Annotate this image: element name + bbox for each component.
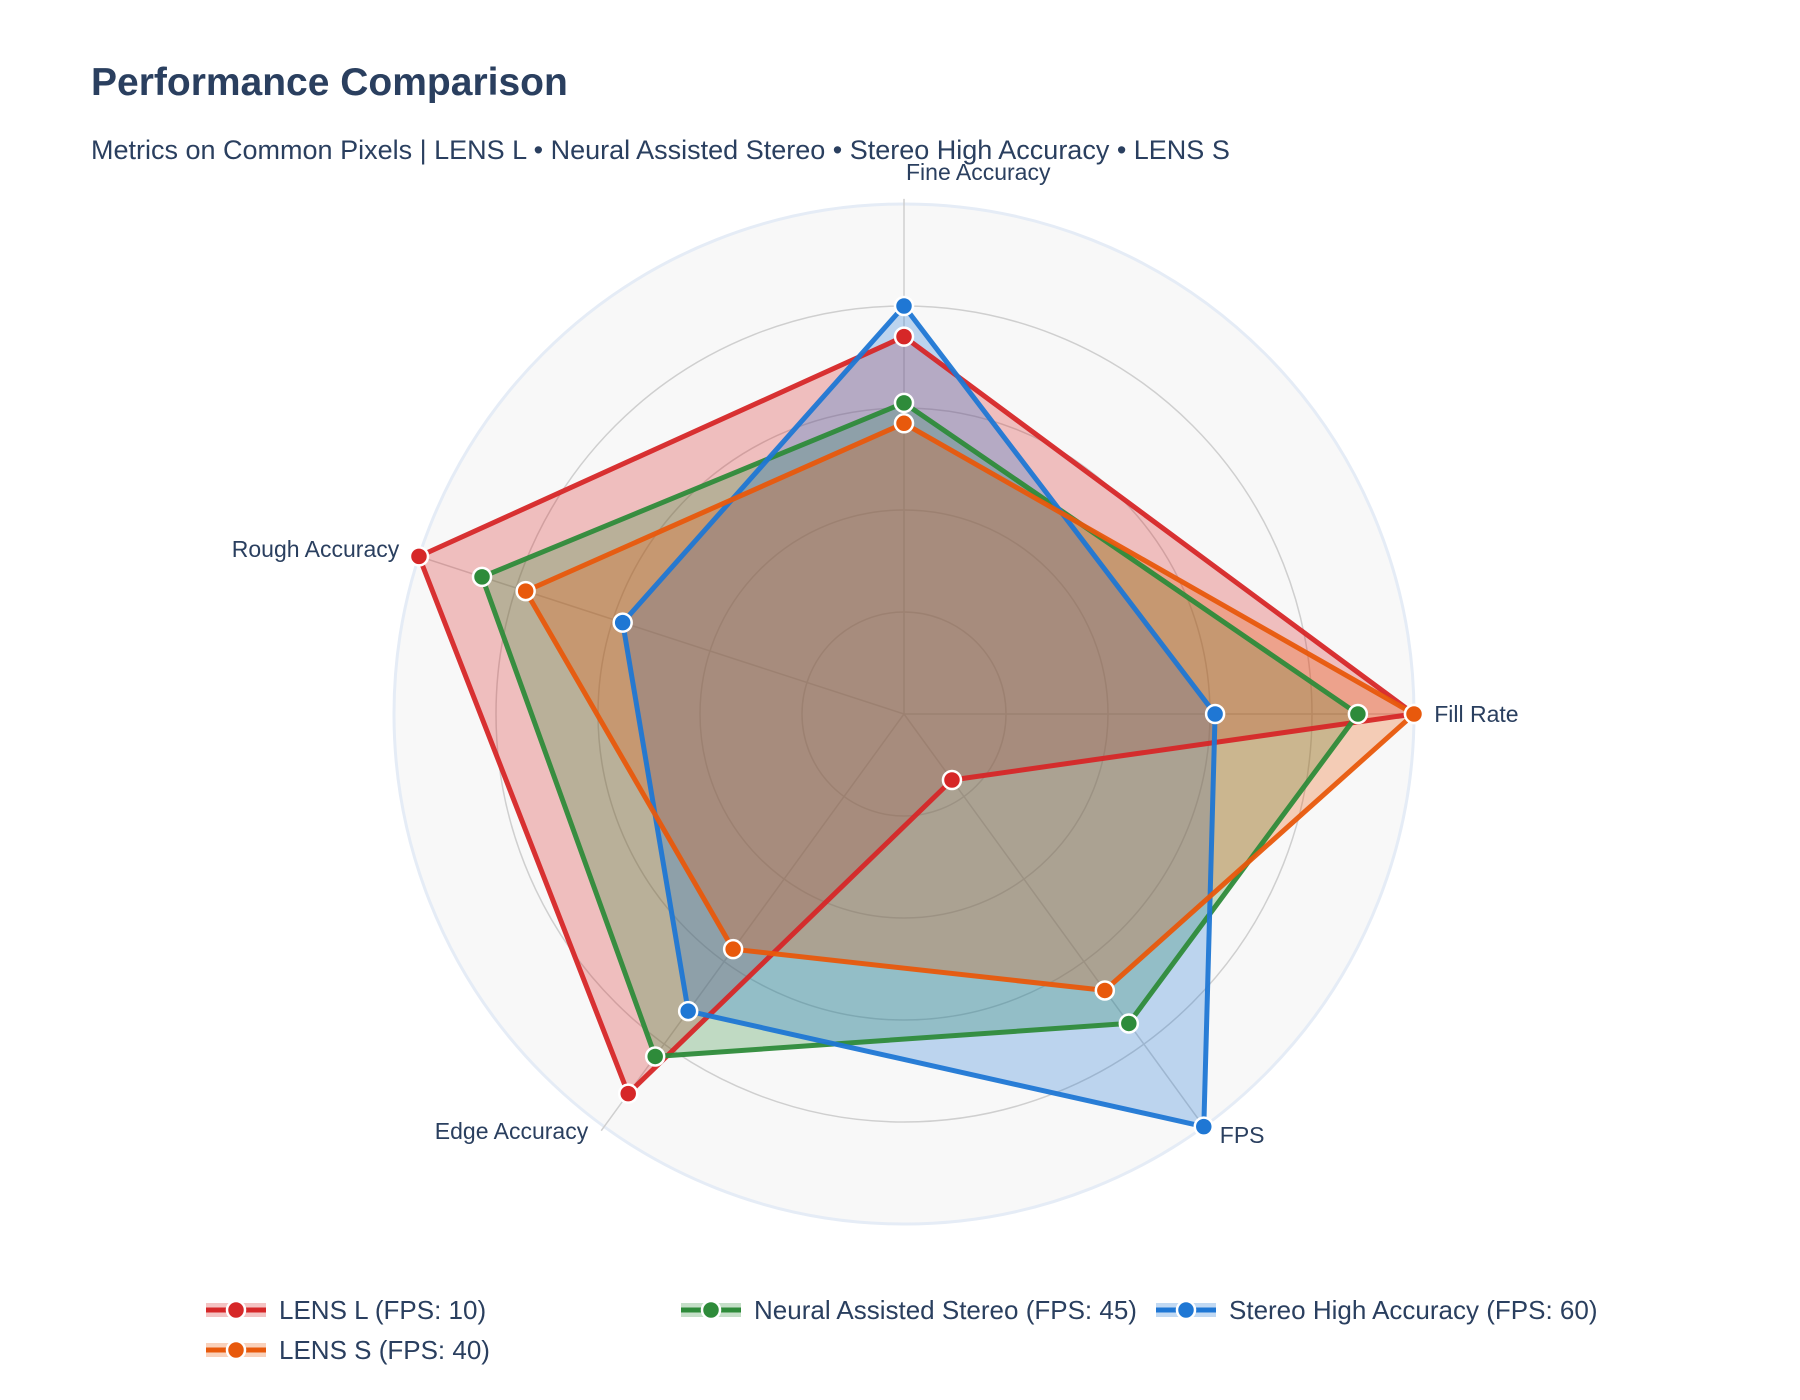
data-point-neural-assisted-stereo-fps[interactable] <box>1118 1013 1140 1034</box>
chart-subtitle: Metrics on Common Pixels | LENS L • Neur… <box>91 135 1230 165</box>
legend-label-stereo-high-accuracy: Stereo High Accuracy (FPS: 60) <box>1229 1294 1598 1325</box>
series-line-neural-assisted-stereo <box>479 400 1361 1059</box>
axis-label-edge-accuracy: Edge Accuracy <box>435 1118 589 1144</box>
grid-spoke <box>413 554 905 715</box>
legend-swatch-lens-l <box>206 1299 266 1321</box>
data-point-neural-assisted-stereo-rough-accuracy[interactable] <box>471 566 493 588</box>
legend-label-neural-assisted-stereo: Neural Assisted Stereo (FPS: 45) <box>754 1294 1137 1325</box>
data-point-lens-s-fps[interactable] <box>1094 980 1116 1001</box>
legend-item-neural-assisted-stereo[interactable]: Neural Assisted Stereo (FPS: 45) <box>680 1294 1155 1325</box>
axis-label-fps: FPS <box>1220 1122 1265 1148</box>
axis-label-fill-rate: Fill Rate <box>1434 701 1518 727</box>
series-line-lens-l <box>416 334 1417 1097</box>
data-point-neural-assisted-stereo-edge-accuracy[interactable] <box>644 1046 666 1067</box>
legend-swatch-neural-assisted-stereo <box>681 1299 741 1321</box>
legend-swatch-lens-s <box>206 1339 266 1361</box>
series-fill-lens-s <box>525 423 1414 991</box>
data-point-neural-assisted-stereo-fill-rate[interactable] <box>1347 703 1369 725</box>
series-fill-stereo-high-accuracy <box>622 306 1216 1127</box>
data-point-lens-l-edge-accuracy[interactable] <box>617 1083 639 1104</box>
axis-label-fine-accuracy: Fine Accuracy <box>906 159 1051 185</box>
legend-item-stereo-high-accuracy[interactable]: Stereo High Accuracy (FPS: 60) <box>1155 1294 1630 1325</box>
axis-label-rough-accuracy: Rough Accuracy <box>232 536 400 562</box>
series-lines <box>416 303 1417 1130</box>
data-point-lens-l-rough-accuracy[interactable] <box>408 546 430 567</box>
axis-labels: Fill Rate Fine Accuracy Rough Accuracy Edge… <box>232 159 1519 1148</box>
legend-label-lens-s: LENS S (FPS: 40) <box>279 1334 490 1365</box>
series-points <box>408 295 1425 1137</box>
data-point-lens-l-fps[interactable] <box>941 769 963 791</box>
data-point-neural-assisted-stereo-fine-accuracy[interactable] <box>893 392 915 414</box>
data-point-stereo-high-accuracy-fill-rate[interactable] <box>1204 703 1226 725</box>
legend-item-lens-s[interactable]: LENS S (FPS: 40) <box>205 1334 680 1365</box>
data-point-lens-s-edge-accuracy[interactable] <box>722 938 744 960</box>
data-point-lens-s-rough-accuracy[interactable] <box>515 580 536 602</box>
series-line-lens-s <box>523 420 1417 993</box>
chart-title: Performance Comparison <box>91 61 568 104</box>
chart-legend: LENS L (FPS: 10) Neural Assisted Stereo (… <box>205 1294 1655 1365</box>
legend-item-lens-l[interactable]: LENS L (FPS: 10) <box>205 1294 680 1325</box>
data-point-lens-s-fill-rate[interactable] <box>1403 703 1425 725</box>
legend-swatch-stereo-high-accuracy <box>1156 1299 1216 1321</box>
data-point-stereo-high-accuracy-fine-accuracy[interactable] <box>893 295 915 317</box>
legend-label-lens-l: LENS L (FPS: 10) <box>279 1294 487 1325</box>
data-point-stereo-high-accuracy-fps[interactable] <box>1193 1116 1215 1137</box>
data-point-lens-s-fine-accuracy[interactable] <box>893 413 915 434</box>
data-point-lens-l-fine-accuracy[interactable] <box>893 326 915 347</box>
data-point-stereo-high-accuracy-edge-accuracy[interactable] <box>677 1000 699 1022</box>
data-point-stereo-high-accuracy-rough-accuracy[interactable] <box>612 612 633 633</box>
